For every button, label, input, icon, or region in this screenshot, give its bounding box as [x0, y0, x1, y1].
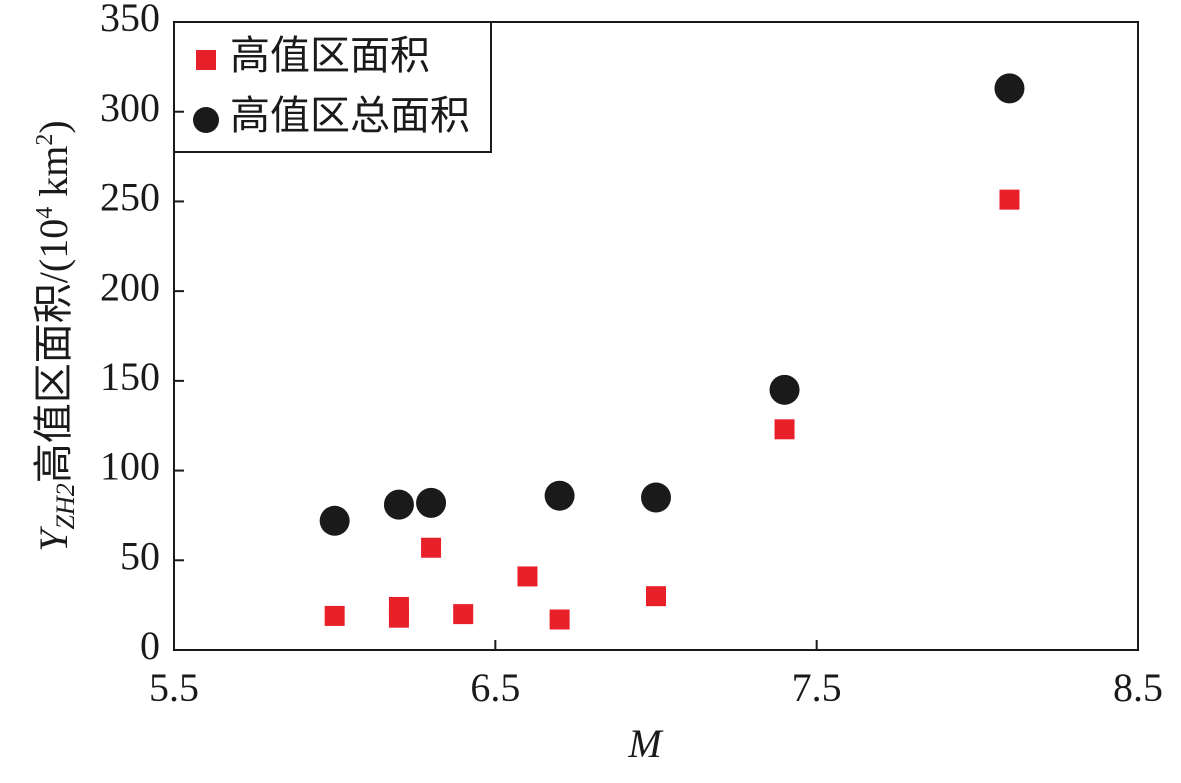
point [416, 487, 447, 518]
point [774, 419, 795, 440]
y-tick-label: 100 [100, 444, 160, 489]
x-tick-label: 5.5 [149, 665, 199, 710]
y-tick-label: 350 [100, 0, 160, 40]
point [641, 482, 671, 513]
point [549, 609, 570, 630]
y-tick-label: 300 [100, 85, 160, 130]
point [994, 73, 1025, 104]
point [383, 489, 414, 520]
point [324, 605, 345, 626]
x-tick-label: 7.5 [792, 665, 842, 710]
plot-frame [173, 21, 1139, 651]
x-axis-label: M [627, 721, 664, 766]
point [453, 604, 474, 625]
point [517, 566, 538, 587]
point [646, 586, 666, 607]
y-tick-label: 200 [100, 264, 160, 309]
y-tick-label: 50 [120, 533, 160, 578]
y-axis-label-part: 4 [32, 207, 58, 219]
point [544, 480, 575, 511]
x-tick-label: 6.5 [470, 665, 520, 710]
legend-marker [193, 107, 219, 133]
y-axis-label-part: Y [31, 526, 76, 552]
y-axis-label-part: 2 [32, 134, 58, 146]
y-axis-label-part: ZH2 [51, 483, 80, 529]
y-tick-label: 0 [140, 623, 160, 668]
point [999, 189, 1020, 210]
y-axis-label-part: 高值区面积/(10 [31, 219, 76, 483]
point [769, 374, 800, 405]
legend-box [173, 21, 492, 153]
x-tick-label: 8.5 [1113, 665, 1163, 710]
y-tick-label: 150 [100, 354, 160, 399]
point [319, 505, 350, 536]
point [421, 537, 442, 558]
y-axis-label: YZH2高值区面积/(104 km2) [31, 120, 80, 551]
legend-label: 高值区总面积 [230, 93, 470, 138]
y-axis-label-part: km [31, 146, 76, 207]
y-tick-label: 250 [100, 175, 160, 220]
y-axis-label-part: ) [31, 120, 76, 133]
legend-label: 高值区面积 [230, 33, 430, 78]
legend-marker [196, 50, 216, 70]
point [388, 607, 409, 628]
